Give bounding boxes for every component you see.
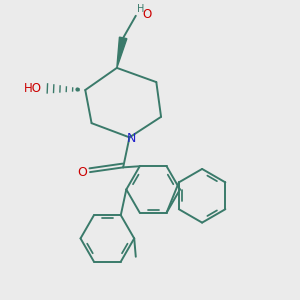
Text: H: H bbox=[137, 4, 144, 14]
Text: O: O bbox=[77, 166, 87, 178]
Polygon shape bbox=[117, 37, 127, 68]
Text: HO: HO bbox=[24, 82, 42, 95]
Text: N: N bbox=[126, 132, 136, 146]
Text: O: O bbox=[142, 8, 152, 21]
